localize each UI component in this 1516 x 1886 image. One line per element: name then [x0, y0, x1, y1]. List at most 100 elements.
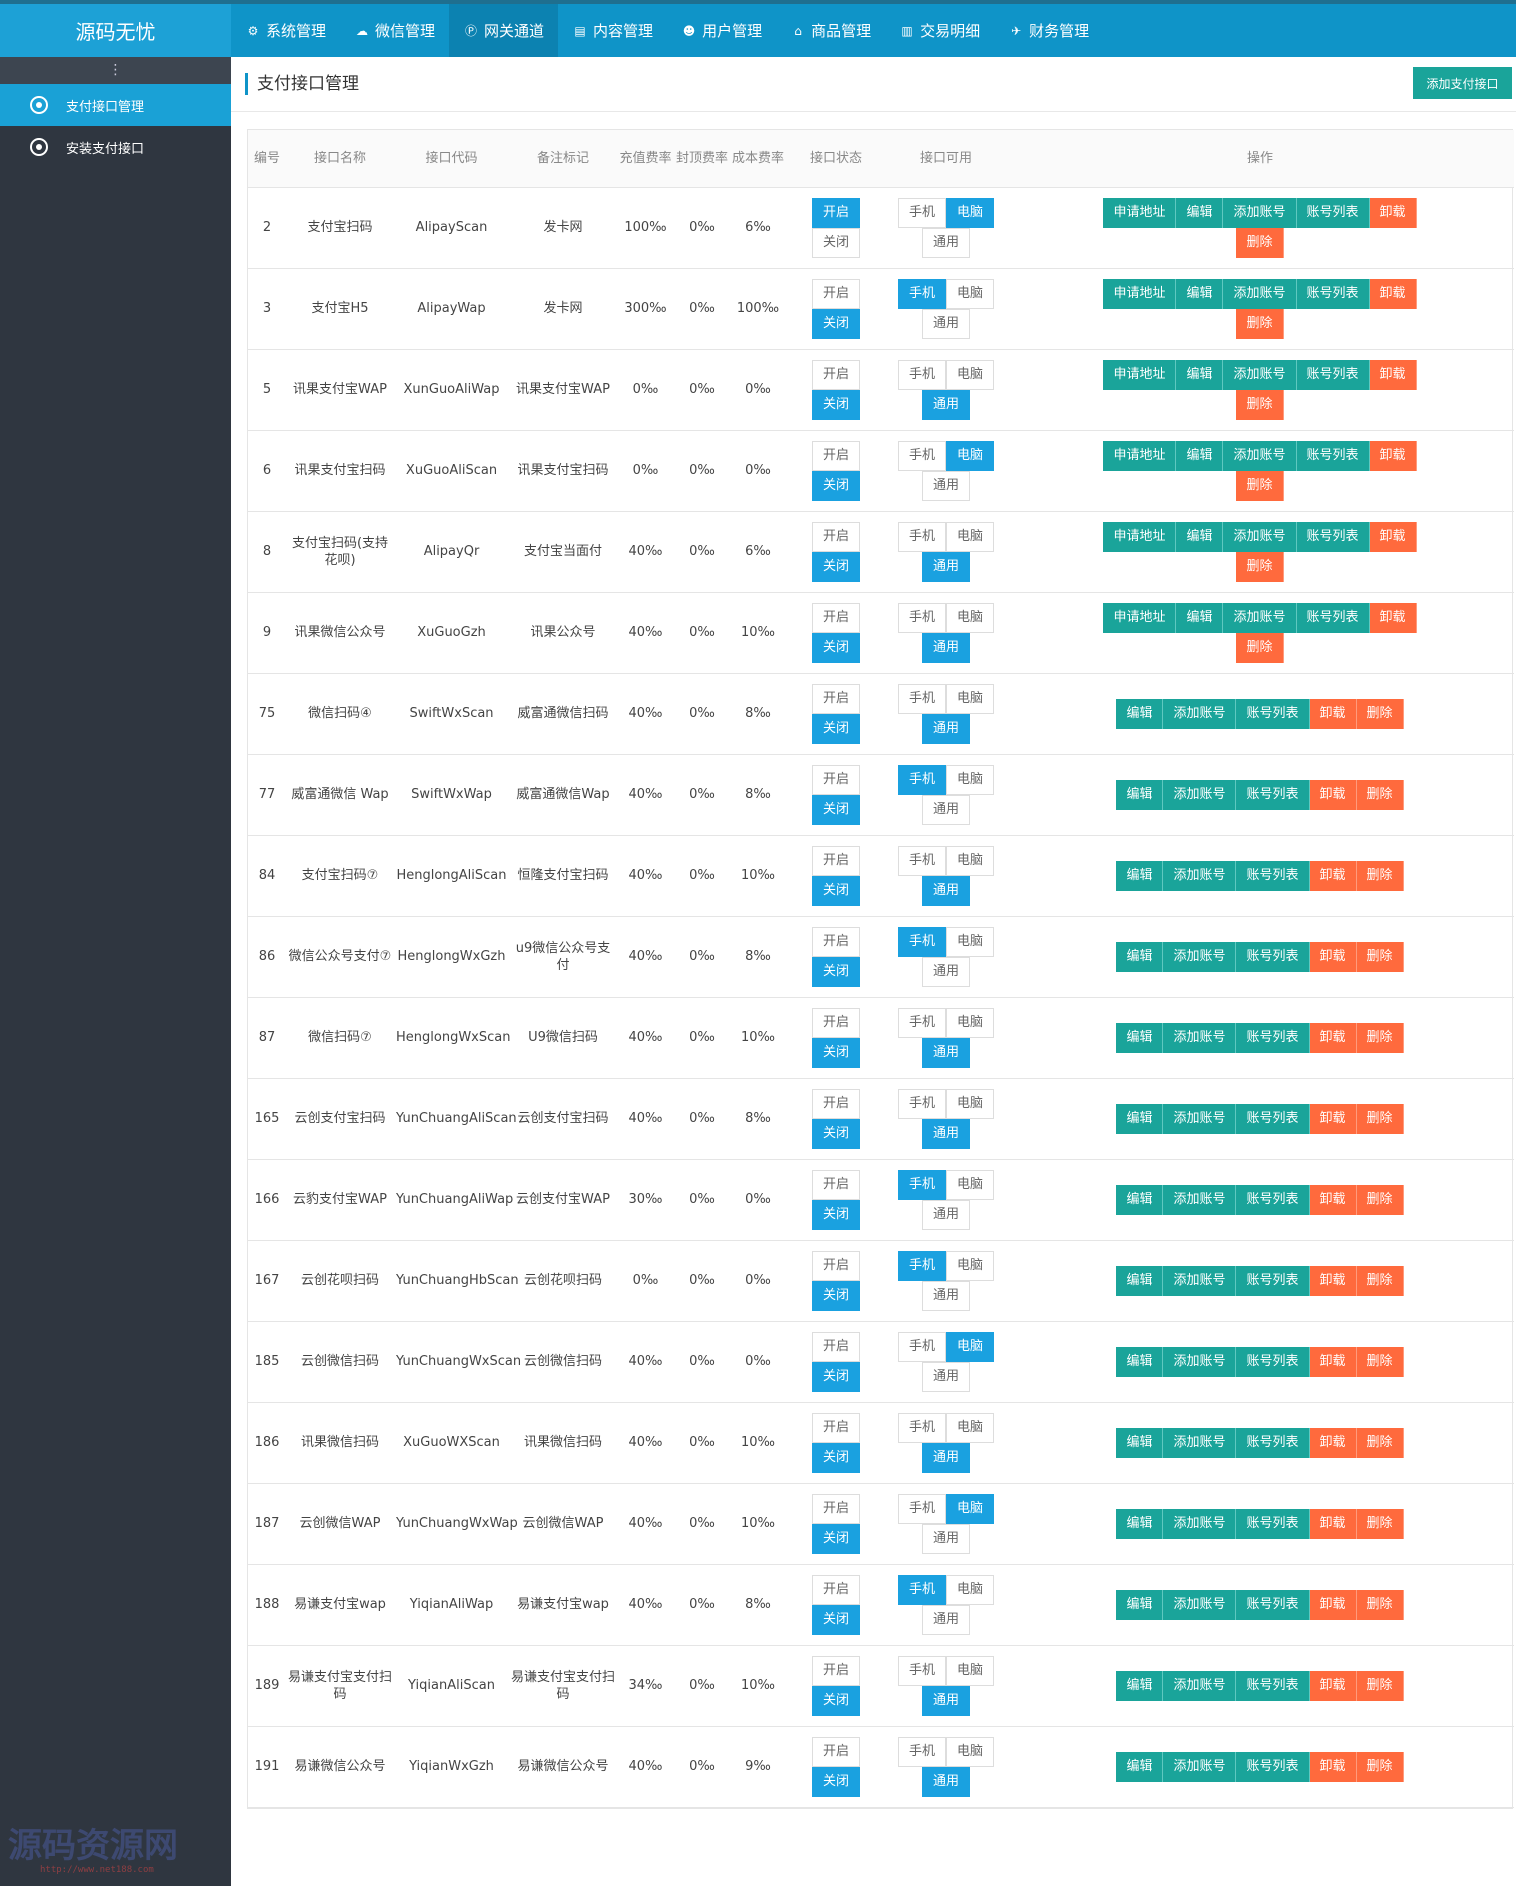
state-off-button[interactable]: 关闭 — [812, 1280, 860, 1311]
delete-button[interactable]: 删除 — [1236, 470, 1284, 501]
delete-button[interactable]: 删除 — [1356, 941, 1404, 972]
general-button[interactable]: 通用 — [922, 956, 970, 987]
mobile-button[interactable]: 手机 — [898, 602, 946, 633]
edit-button[interactable]: 编辑 — [1176, 521, 1224, 552]
pc-button[interactable]: 电脑 — [946, 521, 994, 552]
mobile-button[interactable]: 手机 — [898, 1736, 946, 1767]
edit-button[interactable]: 编辑 — [1116, 1184, 1164, 1215]
state-off-button[interactable]: 关闭 — [812, 1118, 860, 1149]
state-on-button[interactable]: 开启 — [812, 1736, 860, 1767]
edit-button[interactable]: 编辑 — [1116, 1670, 1164, 1701]
state-off-button[interactable]: 关闭 — [812, 1361, 860, 1392]
account-list-button[interactable]: 账号列表 — [1236, 1265, 1310, 1296]
account-list-button[interactable]: 账号列表 — [1296, 359, 1370, 390]
state-on-button[interactable]: 开启 — [812, 521, 860, 552]
uninstall-button[interactable]: 卸载 — [1369, 602, 1417, 633]
state-on-button[interactable]: 开启 — [812, 440, 860, 471]
edit-button[interactable]: 编辑 — [1116, 1589, 1164, 1620]
mobile-button[interactable]: 手机 — [898, 1007, 946, 1038]
add-account-button[interactable]: 添加账号 — [1163, 1751, 1237, 1782]
pc-button[interactable]: 电脑 — [946, 1412, 994, 1443]
account-list-button[interactable]: 账号列表 — [1296, 521, 1370, 552]
delete-button[interactable]: 删除 — [1236, 227, 1284, 258]
state-off-button[interactable]: 关闭 — [812, 1199, 860, 1230]
pc-button[interactable]: 电脑 — [946, 440, 994, 471]
state-off-button[interactable]: 关闭 — [812, 308, 860, 339]
delete-button[interactable]: 删除 — [1236, 632, 1284, 663]
state-on-button[interactable]: 开启 — [812, 1331, 860, 1362]
account-list-button[interactable]: 账号列表 — [1236, 779, 1310, 810]
edit-button[interactable]: 编辑 — [1176, 278, 1224, 309]
pc-button[interactable]: 电脑 — [946, 1736, 994, 1767]
mobile-button[interactable]: 手机 — [898, 1412, 946, 1443]
uninstall-button[interactable]: 卸载 — [1369, 197, 1417, 228]
pc-button[interactable]: 电脑 — [946, 1655, 994, 1686]
sidebar-toggle[interactable]: ⋮ — [0, 57, 231, 84]
add-account-button[interactable]: 添加账号 — [1223, 359, 1297, 390]
add-account-button[interactable]: 添加账号 — [1163, 779, 1237, 810]
delete-button[interactable]: 删除 — [1236, 551, 1284, 582]
edit-button[interactable]: 编辑 — [1116, 860, 1164, 891]
uninstall-button[interactable]: 卸载 — [1309, 1022, 1357, 1053]
uninstall-button[interactable]: 卸载 — [1309, 1184, 1357, 1215]
delete-button[interactable]: 删除 — [1356, 1265, 1404, 1296]
uninstall-button[interactable]: 卸载 — [1369, 440, 1417, 471]
mobile-button[interactable]: 手机 — [898, 197, 946, 228]
general-button[interactable]: 通用 — [922, 1199, 970, 1230]
edit-button[interactable]: 编辑 — [1116, 1265, 1164, 1296]
delete-button[interactable]: 删除 — [1236, 308, 1284, 339]
mobile-button[interactable]: 手机 — [898, 1088, 946, 1119]
add-account-button[interactable]: 添加账号 — [1163, 860, 1237, 891]
apply-address-button[interactable]: 申请地址 — [1103, 521, 1177, 552]
state-off-button[interactable]: 关闭 — [812, 875, 860, 906]
general-button[interactable]: 通用 — [922, 1037, 970, 1068]
add-account-button[interactable]: 添加账号 — [1223, 521, 1297, 552]
account-list-button[interactable]: 账号列表 — [1236, 1508, 1310, 1539]
general-button[interactable]: 通用 — [922, 713, 970, 744]
state-on-button[interactable]: 开启 — [812, 1655, 860, 1686]
state-off-button[interactable]: 关闭 — [812, 551, 860, 582]
apply-address-button[interactable]: 申请地址 — [1103, 359, 1177, 390]
delete-button[interactable]: 删除 — [1356, 1670, 1404, 1701]
account-list-button[interactable]: 账号列表 — [1236, 1103, 1310, 1134]
state-off-button[interactable]: 关闭 — [812, 1037, 860, 1068]
uninstall-button[interactable]: 卸载 — [1309, 860, 1357, 891]
state-off-button[interactable]: 关闭 — [812, 389, 860, 420]
uninstall-button[interactable]: 卸载 — [1309, 1103, 1357, 1134]
account-list-button[interactable]: 账号列表 — [1236, 1427, 1310, 1458]
add-account-button[interactable]: 添加账号 — [1163, 1022, 1237, 1053]
uninstall-button[interactable]: 卸载 — [1309, 1265, 1357, 1296]
state-on-button[interactable]: 开启 — [812, 1574, 860, 1605]
account-list-button[interactable]: 账号列表 — [1236, 1589, 1310, 1620]
state-on-button[interactable]: 开启 — [812, 602, 860, 633]
pc-button[interactable]: 电脑 — [946, 845, 994, 876]
uninstall-button[interactable]: 卸载 — [1309, 941, 1357, 972]
nav-item-1[interactable]: ☁ 微信管理 — [340, 4, 449, 57]
state-off-button[interactable]: 关闭 — [812, 470, 860, 501]
edit-button[interactable]: 编辑 — [1116, 1427, 1164, 1458]
mobile-button[interactable]: 手机 — [898, 764, 946, 795]
mobile-button[interactable]: 手机 — [898, 1655, 946, 1686]
mobile-button[interactable]: 手机 — [898, 926, 946, 957]
general-button[interactable]: 通用 — [922, 1361, 970, 1392]
nav-item-5[interactable]: ⌂ 商品管理 — [776, 4, 885, 57]
add-account-button[interactable]: 添加账号 — [1163, 1346, 1237, 1377]
account-list-button[interactable]: 账号列表 — [1236, 1670, 1310, 1701]
add-account-button[interactable]: 添加账号 — [1163, 1670, 1237, 1701]
state-off-button[interactable]: 关闭 — [812, 1523, 860, 1554]
uninstall-button[interactable]: 卸载 — [1309, 1427, 1357, 1458]
pc-button[interactable]: 电脑 — [946, 197, 994, 228]
pc-button[interactable]: 电脑 — [946, 1331, 994, 1362]
pc-button[interactable]: 电脑 — [946, 926, 994, 957]
state-off-button[interactable]: 关闭 — [812, 1685, 860, 1716]
account-list-button[interactable]: 账号列表 — [1236, 941, 1310, 972]
nav-item-3[interactable]: ▤ 内容管理 — [558, 4, 667, 57]
general-button[interactable]: 通用 — [922, 1442, 970, 1473]
delete-button[interactable]: 删除 — [1356, 1751, 1404, 1782]
delete-button[interactable]: 删除 — [1356, 1184, 1404, 1215]
state-off-button[interactable]: 关闭 — [812, 1766, 860, 1797]
pc-button[interactable]: 电脑 — [946, 1250, 994, 1281]
general-button[interactable]: 通用 — [922, 389, 970, 420]
state-on-button[interactable]: 开启 — [812, 278, 860, 309]
mobile-button[interactable]: 手机 — [898, 1169, 946, 1200]
